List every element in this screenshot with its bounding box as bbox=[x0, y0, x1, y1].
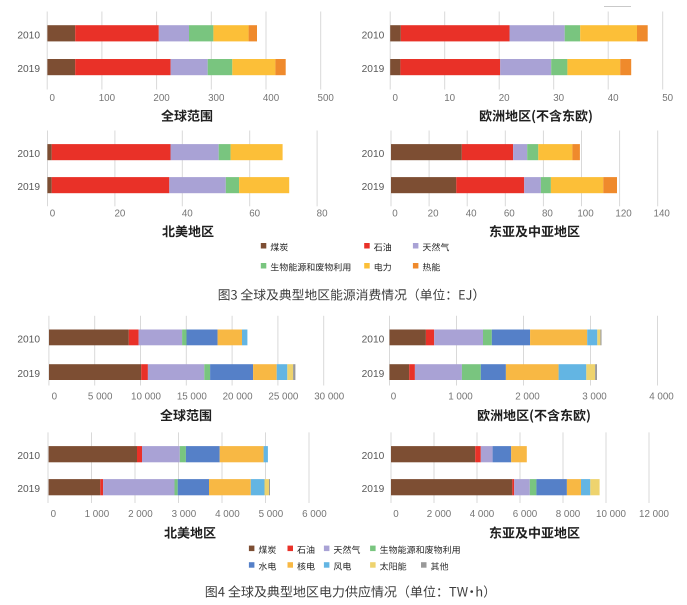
svg-text:400: 400 bbox=[263, 93, 280, 104]
svg-text:2010: 2010 bbox=[362, 451, 385, 462]
svg-text:60: 60 bbox=[249, 208, 260, 219]
svg-text:0: 0 bbox=[392, 208, 398, 219]
svg-text:2019: 2019 bbox=[362, 369, 385, 380]
svg-text:3 000: 3 000 bbox=[172, 509, 197, 520]
svg-text:2019: 2019 bbox=[362, 484, 385, 495]
svg-text:2010: 2010 bbox=[362, 334, 385, 345]
svg-text:15 000: 15 000 bbox=[177, 391, 208, 402]
svg-text:140: 140 bbox=[654, 208, 671, 219]
svg-text:20: 20 bbox=[114, 208, 125, 219]
svg-text:40: 40 bbox=[608, 93, 619, 104]
svg-text:20: 20 bbox=[428, 208, 439, 219]
svg-text:200: 200 bbox=[153, 93, 170, 104]
svg-text:300: 300 bbox=[208, 93, 225, 104]
svg-text:0: 0 bbox=[51, 509, 57, 520]
svg-text:5 000: 5 000 bbox=[259, 509, 284, 520]
svg-text:2019: 2019 bbox=[362, 182, 385, 193]
svg-text:2019: 2019 bbox=[17, 182, 40, 193]
svg-text:12 000: 12 000 bbox=[639, 509, 670, 520]
svg-text:4 000: 4 000 bbox=[215, 509, 240, 520]
svg-text:3 000: 3 000 bbox=[582, 391, 607, 402]
svg-text:5 000: 5 000 bbox=[88, 391, 113, 402]
svg-text:120: 120 bbox=[615, 208, 632, 219]
svg-text:100: 100 bbox=[577, 208, 594, 219]
svg-text:80: 80 bbox=[317, 208, 328, 219]
svg-text:2010: 2010 bbox=[362, 30, 385, 41]
svg-text:2010: 2010 bbox=[362, 149, 385, 160]
svg-text:30 000: 30 000 bbox=[314, 391, 345, 402]
svg-text:80: 80 bbox=[542, 208, 553, 219]
svg-text:2019: 2019 bbox=[362, 64, 385, 75]
svg-text:10: 10 bbox=[444, 93, 455, 104]
svg-text:25 000: 25 000 bbox=[268, 391, 299, 402]
svg-text:40: 40 bbox=[182, 208, 193, 219]
svg-text:50: 50 bbox=[662, 93, 673, 104]
svg-text:0: 0 bbox=[52, 391, 58, 402]
svg-text:500: 500 bbox=[318, 93, 335, 104]
svg-text:2 000: 2 000 bbox=[515, 391, 540, 402]
svg-text:40: 40 bbox=[466, 208, 477, 219]
svg-text:4 000: 4 000 bbox=[470, 509, 495, 520]
svg-text:8 000: 8 000 bbox=[556, 509, 581, 520]
svg-text:10 000: 10 000 bbox=[131, 391, 162, 402]
svg-text:20 000: 20 000 bbox=[223, 391, 254, 402]
svg-text:6 000: 6 000 bbox=[302, 509, 327, 520]
svg-text:2 000: 2 000 bbox=[128, 509, 153, 520]
svg-text:2019: 2019 bbox=[17, 484, 40, 495]
svg-text:0: 0 bbox=[49, 93, 55, 104]
svg-text:2010: 2010 bbox=[17, 30, 40, 41]
svg-text:30: 30 bbox=[553, 93, 564, 104]
svg-text:2 000: 2 000 bbox=[427, 509, 452, 520]
svg-text:10 000: 10 000 bbox=[596, 509, 627, 520]
svg-text:0: 0 bbox=[392, 93, 398, 104]
svg-text:0: 0 bbox=[391, 391, 397, 402]
svg-text:60: 60 bbox=[504, 208, 515, 219]
svg-text:1 000: 1 000 bbox=[448, 391, 473, 402]
svg-text:2019: 2019 bbox=[17, 64, 40, 75]
svg-text:4 000: 4 000 bbox=[649, 391, 674, 402]
svg-text:1 000: 1 000 bbox=[85, 509, 110, 520]
svg-text:2010: 2010 bbox=[17, 149, 40, 160]
svg-text:100: 100 bbox=[99, 93, 116, 104]
svg-text:0: 0 bbox=[393, 509, 399, 520]
svg-text:2010: 2010 bbox=[17, 334, 40, 345]
svg-text:2019: 2019 bbox=[17, 369, 40, 380]
svg-text:0: 0 bbox=[50, 208, 56, 219]
svg-text:2010: 2010 bbox=[17, 451, 40, 462]
svg-text:20: 20 bbox=[499, 93, 510, 104]
svg-text:6 000: 6 000 bbox=[513, 509, 538, 520]
